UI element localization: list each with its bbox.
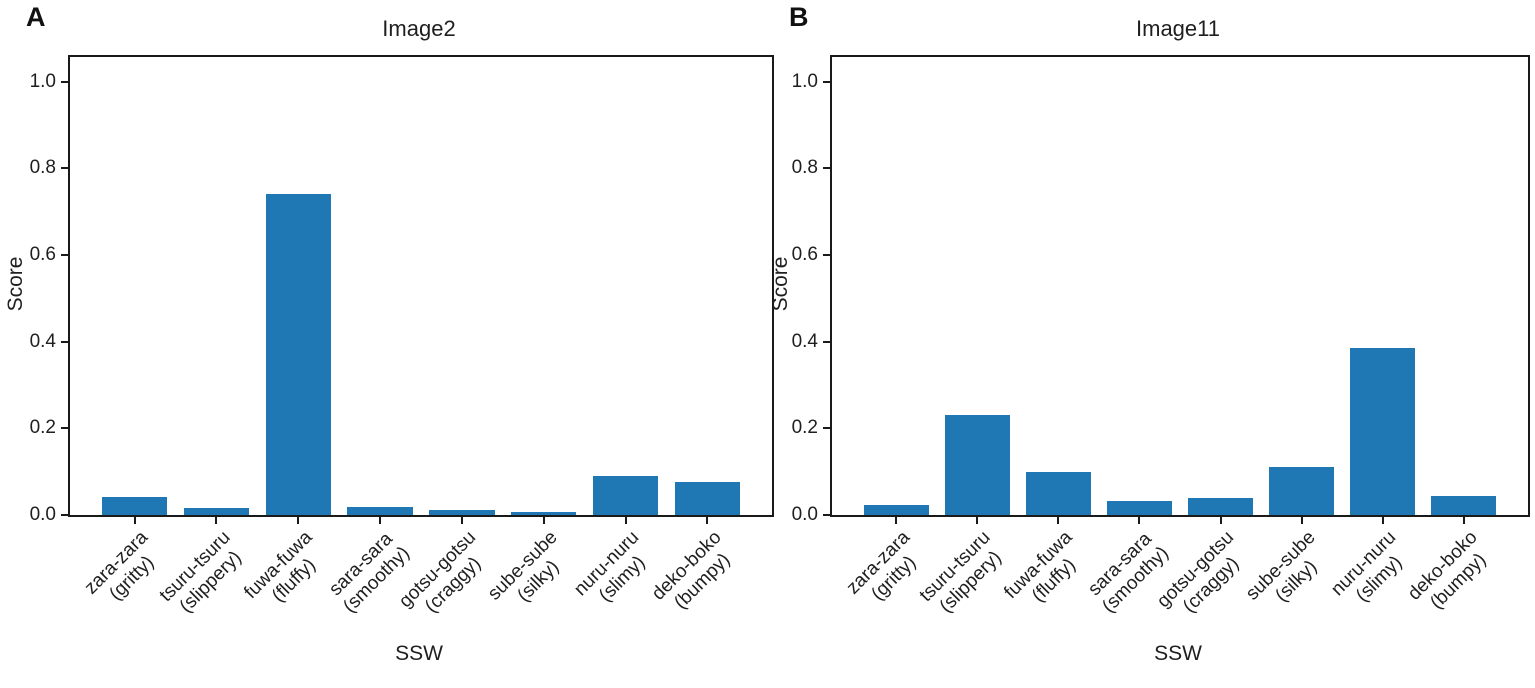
x-tick-mark bbox=[1300, 517, 1303, 524]
bar-tsuru-tsuru bbox=[183, 507, 250, 515]
bar-fuwa-fuwa bbox=[265, 194, 331, 515]
x-tick-mark bbox=[1057, 517, 1060, 524]
x-tick-mark bbox=[542, 517, 545, 524]
y-tick-mark bbox=[61, 427, 68, 430]
chart-title-image11: Image11 bbox=[1136, 16, 1220, 41]
x-tick-mark bbox=[133, 517, 136, 524]
x-tick-mark bbox=[460, 517, 463, 524]
y-tick-mark bbox=[823, 167, 830, 170]
bar-nuru-nuru bbox=[592, 476, 659, 515]
x-tick-mark bbox=[976, 517, 979, 524]
x-tick-mark bbox=[1381, 517, 1384, 524]
x-tick-label-zara-zara: zara-zara (gritty) bbox=[842, 527, 921, 606]
x-tick-mark bbox=[1219, 517, 1222, 524]
x-tick-mark bbox=[297, 517, 300, 524]
x-tick-mark bbox=[1462, 517, 1465, 524]
x-tick-label-deko-boko: deko-boko (bumpy) bbox=[1404, 527, 1491, 614]
bar-deko-boko bbox=[1431, 495, 1497, 515]
y-tick-label: 1.0 bbox=[791, 70, 818, 92]
panel-label-a: A bbox=[26, 2, 46, 32]
x-tick-label-nuru-nuru: nuru-nuru (slimy) bbox=[1327, 527, 1408, 607]
y-tick-label: 0.4 bbox=[29, 330, 56, 352]
x-tick-mark bbox=[215, 517, 218, 524]
x-axis-label-ssw-b: SSW bbox=[1154, 642, 1202, 665]
y-tick-mark bbox=[823, 254, 830, 257]
y-tick-mark bbox=[61, 340, 68, 343]
x-tick-label-tsuru-tsuru: tsuru-tsuru (slippery) bbox=[155, 527, 246, 618]
x-tick-label-tsuru-tsuru: tsuru-tsuru (slippery) bbox=[915, 527, 1007, 618]
x-tick-label-sube-sube: sube-sube (silky) bbox=[483, 527, 564, 607]
bar-tsuru-tsuru bbox=[944, 415, 1010, 515]
y-tick-mark bbox=[61, 167, 68, 170]
x-tick-label-gotsu-gotsu: gotsu-gotsu (craggy) bbox=[1153, 527, 1244, 618]
y-tick-mark bbox=[823, 340, 830, 343]
x-tick-mark bbox=[624, 517, 627, 524]
x-tick-mark bbox=[379, 517, 382, 524]
y-tick-mark bbox=[823, 514, 830, 516]
bar-sara-sara bbox=[347, 507, 413, 515]
y-tick-label: 0.2 bbox=[29, 417, 56, 439]
plot-area-image2: 0.0 0.2 0.4 0.6 0.8 1.0 zara-zara (gritty) tsuru… bbox=[30, 55, 774, 617]
bar-fuwa-fuwa bbox=[1025, 471, 1091, 515]
y-tick-label: 0.6 bbox=[29, 244, 56, 266]
y-tick-label: 0.0 bbox=[791, 504, 818, 525]
y-tick-mark bbox=[61, 514, 68, 516]
x-tick-label-sube-sube: sube-sube (silky) bbox=[1241, 527, 1322, 607]
plot-area-image11: 0.0 0.2 0.4 0.6 0.8 1.0 zara-zara (gritty) tsuru… bbox=[792, 55, 1530, 617]
bar-nuru-nuru bbox=[1350, 348, 1416, 515]
y-tick-mark bbox=[61, 80, 68, 83]
y-tick-label: 0.0 bbox=[29, 504, 56, 525]
x-tick-label-fuwa-fuwa: fuwa-fuwa (fluffy) bbox=[240, 527, 320, 607]
y-tick-label: 1.0 bbox=[29, 70, 56, 92]
y-tick-label: 0.4 bbox=[791, 330, 818, 352]
panel-a: A Image2 Score 0.0 0.2 0.4 0.6 0.8 1.0 zara-za… bbox=[4, 2, 774, 665]
y-tick-mark bbox=[823, 80, 830, 83]
y-tick-mark bbox=[823, 427, 830, 430]
bar-gotsu-gotsu bbox=[1188, 497, 1253, 515]
x-tick-label-gotsu-gotsu: gotsu-gotsu (craggy) bbox=[394, 527, 486, 618]
bar-deko-boko bbox=[674, 481, 741, 515]
x-tick-mark bbox=[706, 517, 709, 524]
x-tick-label-deko-boko: deko-boko (bumpy) bbox=[647, 527, 735, 614]
panel-b: B Image11 Score 0.0 0.2 0.4 0.6 0.8 1.0 zara-z… bbox=[767, 0, 1535, 688]
x-tick-label-fuwa-fuwa: fuwa-fuwa (fluffy) bbox=[1000, 527, 1080, 607]
bar-zara-zara bbox=[863, 505, 929, 515]
panel-label-b: B bbox=[789, 2, 809, 32]
y-tick-label: 0.8 bbox=[791, 157, 818, 179]
y-tick-mark bbox=[61, 254, 68, 257]
chart-title-image2: Image2 bbox=[382, 16, 456, 41]
bar-sube-sube bbox=[511, 512, 577, 515]
bar-zara-zara bbox=[101, 496, 168, 515]
bar-sube-sube bbox=[1269, 467, 1335, 515]
bar-gotsu-gotsu bbox=[429, 510, 495, 515]
x-tick-mark bbox=[895, 517, 898, 524]
x-axis-label-ssw-a: SSW bbox=[395, 642, 443, 665]
y-tick-label: 0.6 bbox=[791, 244, 818, 266]
bar-sara-sara bbox=[1106, 500, 1172, 515]
x-tick-mark bbox=[1138, 517, 1141, 524]
y-tick-label: 0.8 bbox=[29, 157, 56, 179]
x-tick-label-zara-zara: zara-zara (gritty) bbox=[80, 527, 159, 606]
x-tick-label-sara-sara: sara-sara (smoothy) bbox=[324, 528, 414, 618]
y-tick-label: 0.2 bbox=[791, 417, 818, 439]
x-tick-label-nuru-nuru: nuru-nuru (slimy) bbox=[570, 527, 650, 607]
